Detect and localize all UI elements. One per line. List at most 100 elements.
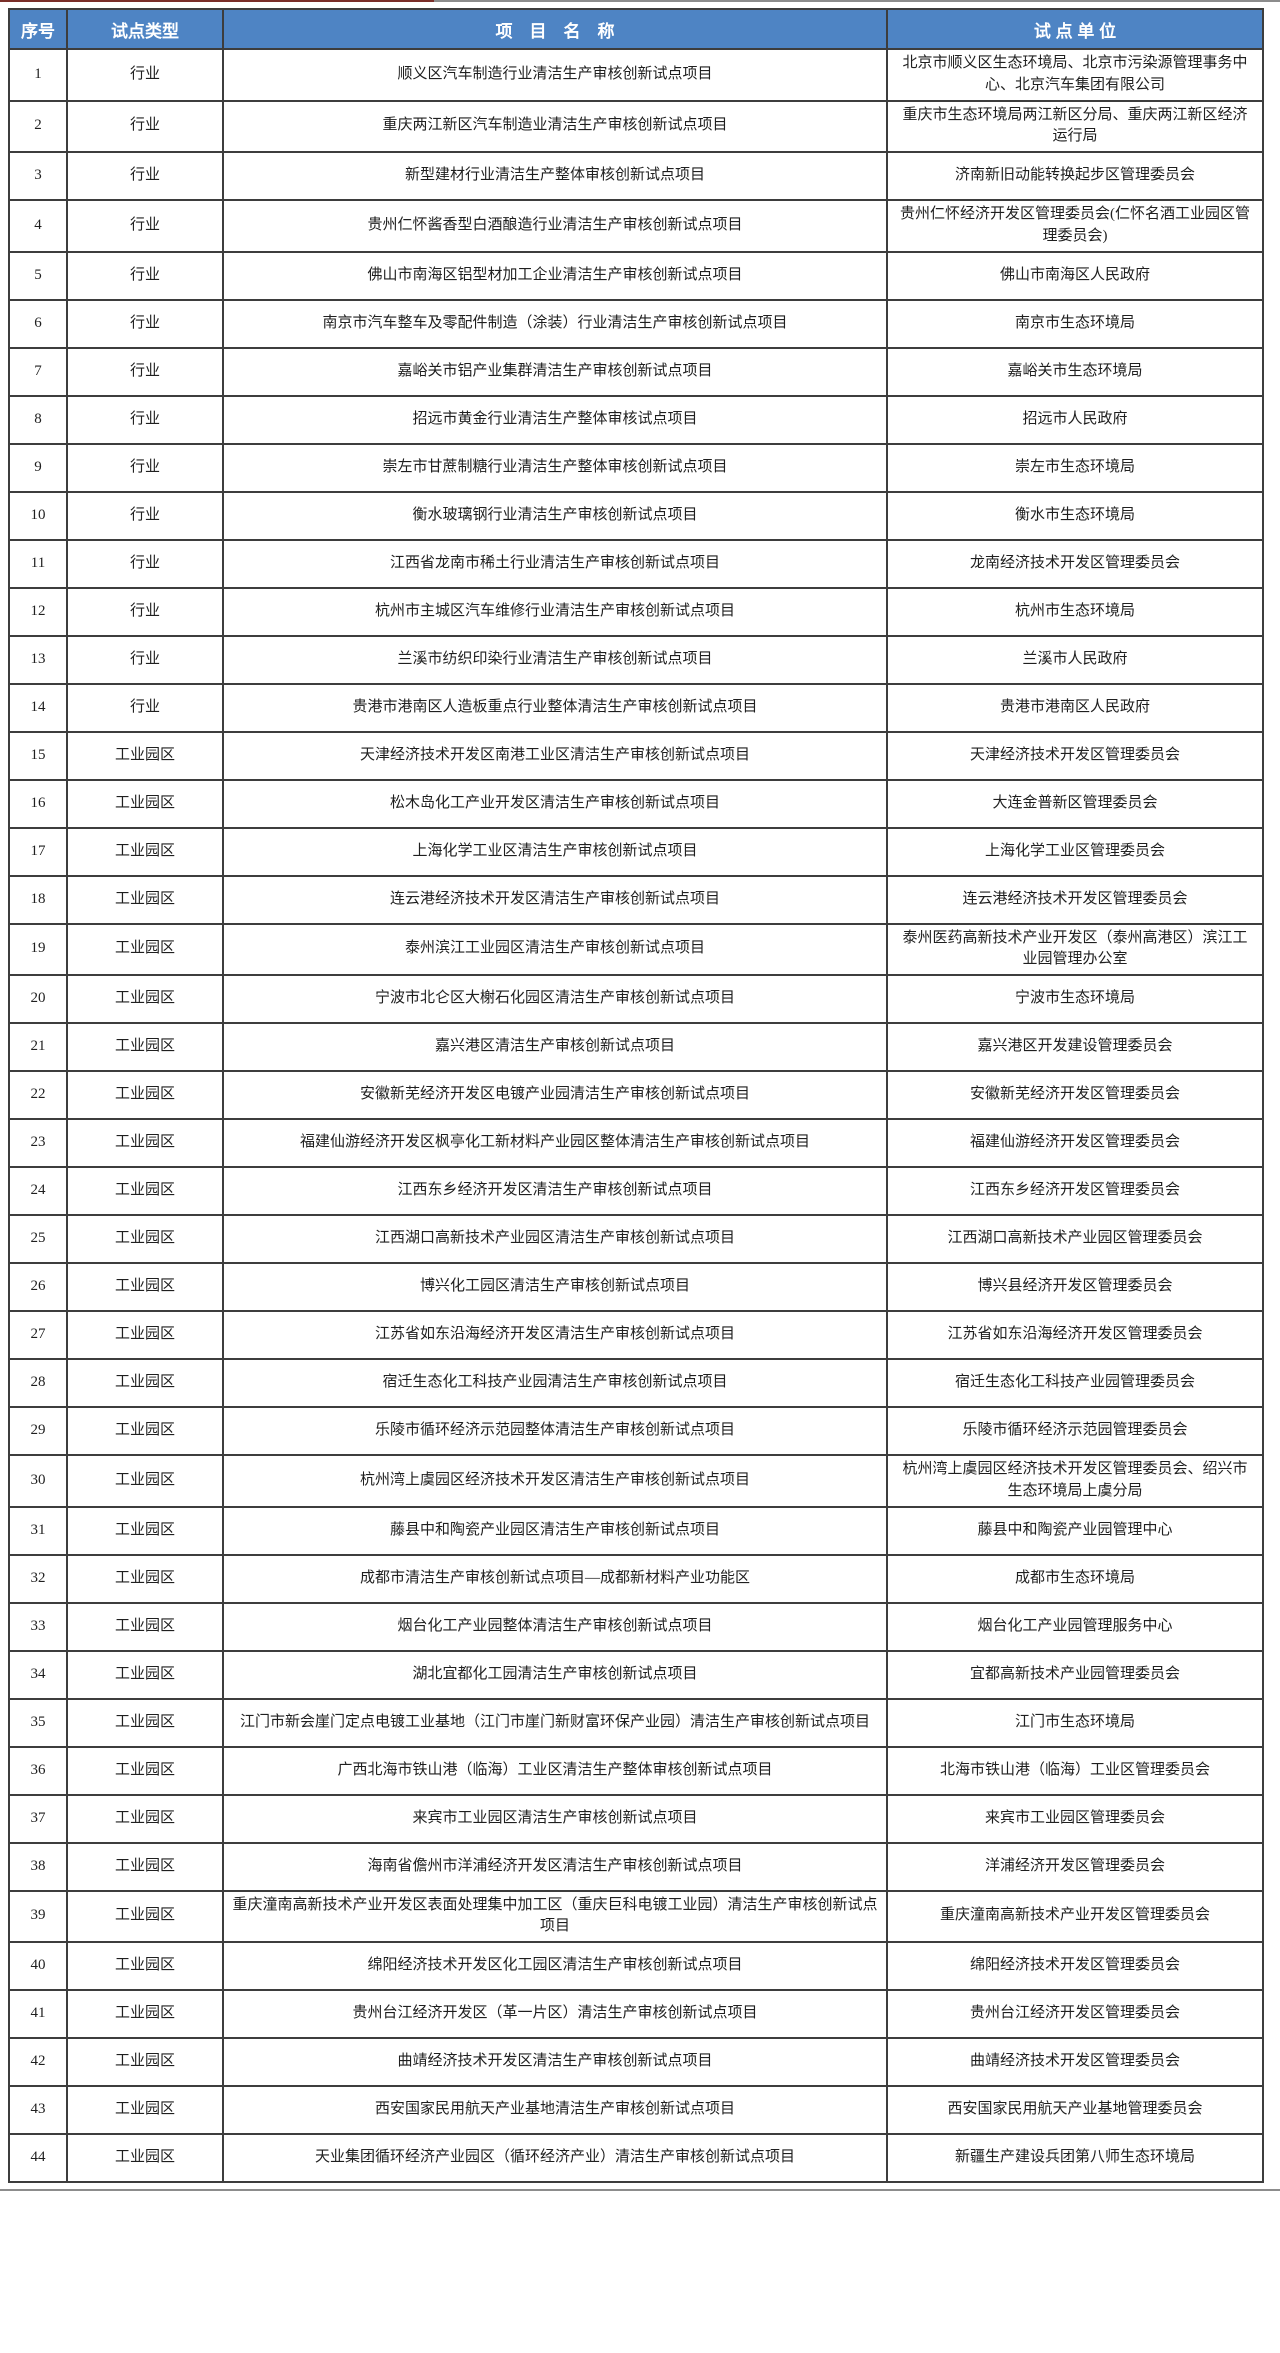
cell-project-name: 嘉兴港区清洁生产审核创新试点项目: [222, 1022, 888, 1072]
cell-pilot-type: 工业园区: [66, 1406, 224, 1456]
page-bottom-rule: [0, 2189, 1280, 2191]
cell-pilot-unit: 藤县中和陶瓷产业园管理中心: [886, 1505, 1264, 1556]
cell-project-name: 藤县中和陶瓷产业园区清洁生产审核创新试点项目: [222, 1505, 888, 1556]
cell-index: 16: [8, 778, 68, 829]
cell-pilot-unit: 博兴县经济开发区管理委员会: [886, 1262, 1264, 1312]
cell-project-name: 江西省龙南市稀土行业清洁生产审核创新试点项目: [222, 538, 888, 589]
cell-pilot-unit: 贵州台江经济开发区管理委员会: [886, 1989, 1264, 2039]
table-row: 4 行业 贵州仁怀酱香型白酒酿造行业清洁生产审核创新试点项目 贵州仁怀经济开发区…: [8, 199, 1264, 253]
table-body: 1 行业 顺义区汽车制造行业清洁生产审核创新试点项目 北京市顺义区生态环境局、北…: [8, 48, 1264, 2183]
cell-project-name: 上海化学工业区清洁生产审核创新试点项目: [222, 826, 888, 877]
table-row: 22 工业园区 安徽新芜经济开发区电镀产业园清洁生产审核创新试点项目 安徽新芜经…: [8, 1070, 1264, 1120]
cell-pilot-type: 工业园区: [66, 1793, 224, 1844]
cell-pilot-type: 工业园区: [66, 1941, 224, 1991]
cell-pilot-unit: 杭州湾上虞园区经济技术开发区管理委员会、绍兴市生态环境局上虞分局: [886, 1454, 1264, 1508]
table-row: 28 工业园区 宿迁生态化工科技产业园清洁生产审核创新试点项目 宿迁生态化工科技…: [8, 1358, 1264, 1408]
cell-pilot-unit: 江门市生态环境局: [886, 1697, 1264, 1748]
cell-index: 22: [8, 1070, 68, 1120]
table-row: 33 工业园区 烟台化工产业园整体清洁生产审核创新试点项目 烟台化工产业园管理服…: [8, 1601, 1264, 1652]
table-row: 25 工业园区 江西湖口高新技术产业园区清洁生产审核创新试点项目 江西湖口高新技…: [8, 1214, 1264, 1264]
cell-pilot-type: 工业园区: [66, 1841, 224, 1892]
cell-project-name: 湖北宜都化工园清洁生产审核创新试点项目: [222, 1649, 888, 1700]
cell-project-name: 崇左市甘蔗制糖行业清洁生产整体审核创新试点项目: [222, 442, 888, 493]
table-row: 37 工业园区 来宾市工业园区清洁生产审核创新试点项目 来宾市工业园区管理委员会: [8, 1793, 1264, 1844]
table-row: 38 工业园区 海南省儋州市洋浦经济开发区清洁生产审核创新试点项目 洋浦经济开发…: [8, 1841, 1264, 1892]
cell-pilot-unit: 来宾市工业园区管理委员会: [886, 1793, 1264, 1844]
cell-pilot-type: 行业: [66, 490, 224, 541]
cell-project-name: 江苏省如东沿海经济开发区清洁生产审核创新试点项目: [222, 1310, 888, 1360]
table-row: 23 工业园区 福建仙游经济开发区枫亭化工新材料产业园区整体清洁生产审核创新试点…: [8, 1118, 1264, 1168]
header-project-name: 项 目 名 称: [222, 8, 888, 50]
cell-pilot-type: 行业: [66, 48, 224, 102]
cell-index: 29: [8, 1406, 68, 1456]
table-row: 20 工业园区 宁波市北仑区大榭石化园区清洁生产审核创新试点项目 宁波市生态环境…: [8, 974, 1264, 1024]
cell-pilot-unit: 江苏省如东沿海经济开发区管理委员会: [886, 1310, 1264, 1360]
cell-pilot-unit: 天津经济技术开发区管理委员会: [886, 730, 1264, 781]
cell-pilot-type: 工业园区: [66, 1697, 224, 1748]
cell-pilot-unit: 洋浦经济开发区管理委员会: [886, 1841, 1264, 1892]
cell-pilot-type: 工业园区: [66, 2133, 224, 2183]
cell-pilot-unit: 宜都高新技术产业园管理委员会: [886, 1649, 1264, 1700]
cell-index: 40: [8, 1941, 68, 1991]
cell-index: 26: [8, 1262, 68, 1312]
table-row: 12 行业 杭州市主城区汽车维修行业清洁生产审核创新试点项目 杭州市生态环境局: [8, 586, 1264, 637]
table-row: 11 行业 江西省龙南市稀土行业清洁生产审核创新试点项目 龙南经济技术开发区管理…: [8, 538, 1264, 589]
cell-pilot-type: 工业园区: [66, 1745, 224, 1796]
table-row: 14 行业 贵港市港南区人造板重点行业整体清洁生产审核创新试点项目 贵港市港南区…: [8, 682, 1264, 733]
cell-pilot-type: 工业园区: [66, 1262, 224, 1312]
cell-pilot-unit: 曲靖经济技术开发区管理委员会: [886, 2037, 1264, 2087]
cell-pilot-unit: 北京市顺义区生态环境局、北京市污染源管理事务中心、北京汽车集团有限公司: [886, 48, 1264, 102]
cell-index: 6: [8, 298, 68, 349]
cell-project-name: 兰溪市纺织印染行业清洁生产审核创新试点项目: [222, 634, 888, 685]
cell-pilot-type: 行业: [66, 538, 224, 589]
table-row: 1 行业 顺义区汽车制造行业清洁生产审核创新试点项目 北京市顺义区生态环境局、北…: [8, 48, 1264, 102]
cell-project-name: 杭州市主城区汽车维修行业清洁生产审核创新试点项目: [222, 586, 888, 637]
cell-index: 13: [8, 634, 68, 685]
cell-index: 33: [8, 1601, 68, 1652]
cell-project-name: 佛山市南海区铝型材加工企业清洁生产审核创新试点项目: [222, 250, 888, 301]
cell-pilot-type: 行业: [66, 99, 224, 153]
cell-pilot-unit: 贵州仁怀经济开发区管理委员会(仁怀名酒工业园区管理委员会): [886, 199, 1264, 253]
cell-pilot-type: 行业: [66, 586, 224, 637]
cell-project-name: 泰州滨江工业园区清洁生产审核创新试点项目: [222, 922, 888, 976]
cell-project-name: 成都市清洁生产审核创新试点项目—成都新材料产业功能区: [222, 1553, 888, 1604]
page-top-rule-red-segment: [0, 0, 434, 2]
table-row: 19 工业园区 泰州滨江工业园区清洁生产审核创新试点项目 泰州医药高新技术产业开…: [8, 922, 1264, 976]
cell-pilot-unit: 泰州医药高新技术产业开发区（泰州高港区）滨江工业园管理办公室: [886, 922, 1264, 976]
cell-project-name: 顺义区汽车制造行业清洁生产审核创新试点项目: [222, 48, 888, 102]
cell-pilot-unit: 福建仙游经济开发区管理委员会: [886, 1118, 1264, 1168]
cell-project-name: 松木岛化工产业开发区清洁生产审核创新试点项目: [222, 778, 888, 829]
table-row: 27 工业园区 江苏省如东沿海经济开发区清洁生产审核创新试点项目 江苏省如东沿海…: [8, 1310, 1264, 1360]
cell-pilot-type: 行业: [66, 634, 224, 685]
cell-pilot-type: 工业园区: [66, 874, 224, 925]
cell-project-name: 宁波市北仑区大榭石化园区清洁生产审核创新试点项目: [222, 974, 888, 1024]
table-row: 32 工业园区 成都市清洁生产审核创新试点项目—成都新材料产业功能区 成都市生态…: [8, 1553, 1264, 1604]
cell-index: 44: [8, 2133, 68, 2183]
cell-index: 32: [8, 1553, 68, 1604]
cell-pilot-unit: 龙南经济技术开发区管理委员会: [886, 538, 1264, 589]
table-row: 10 行业 衡水玻璃钢行业清洁生产审核创新试点项目 衡水市生态环境局: [8, 490, 1264, 541]
pilot-projects-table: 序号 试点类型 项 目 名 称 试 点 单 位 1 行业 顺义区汽车制造行业清洁…: [8, 8, 1264, 2183]
cell-pilot-type: 工业园区: [66, 974, 224, 1024]
cell-pilot-unit: 乐陵市循环经济示范园管理委员会: [886, 1406, 1264, 1456]
cell-index: 31: [8, 1505, 68, 1556]
cell-pilot-unit: 兰溪市人民政府: [886, 634, 1264, 685]
cell-project-name: 博兴化工园区清洁生产审核创新试点项目: [222, 1262, 888, 1312]
cell-pilot-type: 行业: [66, 442, 224, 493]
cell-index: 43: [8, 2085, 68, 2135]
cell-pilot-type: 工业园区: [66, 1310, 224, 1360]
page-top-rule: [0, 0, 1280, 2]
cell-pilot-unit: 连云港经济技术开发区管理委员会: [886, 874, 1264, 925]
cell-pilot-unit: 贵港市港南区人民政府: [886, 682, 1264, 733]
cell-pilot-unit: 佛山市南海区人民政府: [886, 250, 1264, 301]
cell-index: 28: [8, 1358, 68, 1408]
cell-pilot-unit: 新疆生产建设兵团第八师生态环境局: [886, 2133, 1264, 2183]
cell-index: 42: [8, 2037, 68, 2087]
cell-pilot-unit: 北海市铁山港（临海）工业区管理委员会: [886, 1745, 1264, 1796]
table-row: 39 工业园区 重庆潼南高新技术产业开发区表面处理集中加工区（重庆巨科电镀工业园…: [8, 1889, 1264, 1943]
cell-index: 21: [8, 1022, 68, 1072]
cell-pilot-type: 工业园区: [66, 826, 224, 877]
cell-pilot-type: 工业园区: [66, 1889, 224, 1943]
cell-pilot-unit: 上海化学工业区管理委员会: [886, 826, 1264, 877]
table-row: 17 工业园区 上海化学工业区清洁生产审核创新试点项目 上海化学工业区管理委员会: [8, 826, 1264, 877]
